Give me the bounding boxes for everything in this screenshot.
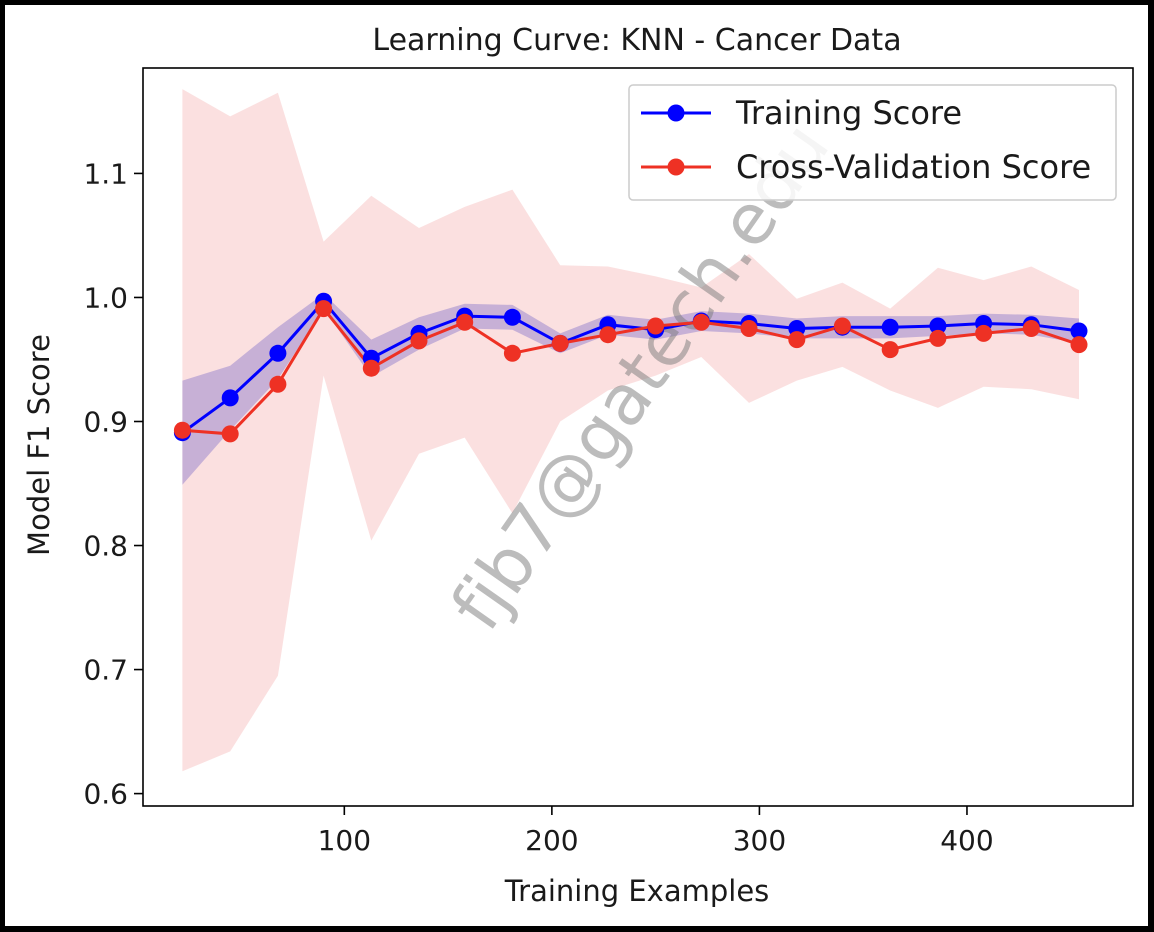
plot-area-border (142, 67, 1134, 807)
training-point (1070, 322, 1088, 340)
training-point (929, 317, 947, 335)
training-legend-marker (667, 104, 685, 122)
training-point (269, 344, 287, 362)
cross-validation-legend-label: Cross-Validation Score (736, 148, 1091, 186)
cross-validation-point (975, 324, 993, 342)
legend: Training Score Cross-Validation Score (628, 84, 1117, 201)
cross-validation-point (221, 425, 239, 443)
x-axis-label: Training Examples (504, 874, 770, 908)
cross-validation-point (456, 313, 474, 331)
y-axis: 0.6 0.7 0.8 0.9 1.0 1.1 (83, 157, 143, 811)
cross-validation-point (599, 326, 617, 344)
cross-validation-point (173, 421, 191, 439)
cross-validation-legend-marker (667, 158, 685, 176)
learning-curve-chart: Learning Curve: KNN - Cancer Data fjb7@g… (22, 23, 1134, 908)
cross-validation-point (692, 313, 710, 331)
cross-validation-point (881, 341, 899, 359)
y-tick-label: 0.9 (83, 405, 128, 438)
y-tick-label: 0.7 (83, 654, 128, 687)
x-tick-label: 300 (733, 824, 786, 857)
cross-validation-point (1022, 320, 1040, 337)
x-axis: 100 200 300 400 (318, 806, 994, 857)
training-point (221, 389, 239, 407)
cross-validation-point (647, 317, 665, 335)
cross-validation-band (182, 89, 1079, 772)
chart-frame: Learning Curve: KNN - Cancer Data fjb7@g… (5, 5, 1148, 926)
y-tick-label: 1.0 (83, 281, 128, 314)
chart-title: Learning Curve: KNN - Cancer Data (372, 23, 901, 58)
cross-validation-point (269, 375, 287, 393)
cross-validation-point (740, 320, 758, 337)
cross-validation-point (551, 334, 569, 352)
cross-validation-point (410, 332, 428, 350)
y-axis-label: Model F1 Score (22, 334, 56, 556)
training-legend-label: Training Score (735, 94, 962, 132)
cross-validation-point (503, 344, 521, 362)
cross-validation-point (1070, 336, 1088, 354)
training-point (503, 308, 521, 326)
y-tick-label: 0.8 (83, 530, 128, 563)
x-tick-label: 100 (318, 824, 371, 857)
x-tick-label: 400 (940, 824, 993, 857)
cross-validation-point (929, 329, 947, 347)
x-tick-label: 200 (525, 824, 578, 857)
y-tick-label: 0.6 (83, 778, 128, 811)
series-markers (173, 292, 1088, 443)
cross-validation-point (833, 317, 851, 335)
cross-validation-point (315, 300, 333, 318)
y-tick-label: 1.1 (83, 157, 128, 190)
cross-validation-point (788, 331, 806, 349)
legend-box (628, 84, 1117, 201)
cross-validation-point (362, 359, 380, 377)
training-point (881, 318, 899, 336)
